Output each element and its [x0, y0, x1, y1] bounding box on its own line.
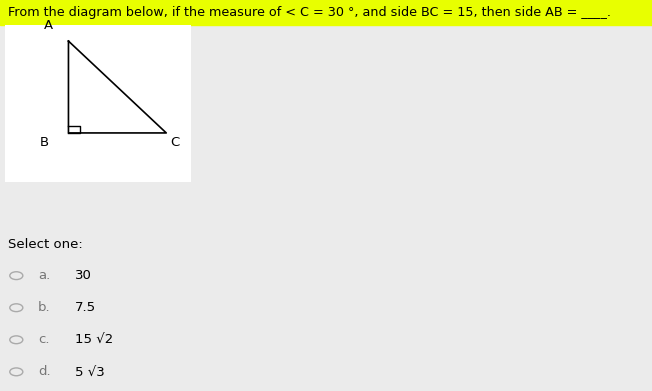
- Text: d.: d.: [38, 365, 50, 378]
- Text: 5 √3: 5 √3: [75, 365, 105, 378]
- Text: B: B: [40, 136, 49, 149]
- Text: Select one:: Select one:: [8, 238, 83, 251]
- Text: C: C: [170, 136, 179, 149]
- Text: 30: 30: [75, 269, 92, 282]
- Text: 15 √2: 15 √2: [75, 333, 113, 346]
- Text: From the diagram below, if the measure of < C = 30 °, and side BC = 15, then sid: From the diagram below, if the measure o…: [8, 6, 611, 19]
- Text: 7.5: 7.5: [75, 301, 96, 314]
- Text: b.: b.: [38, 301, 50, 314]
- Text: A: A: [44, 19, 53, 32]
- Text: c.: c.: [38, 333, 50, 346]
- Text: a.: a.: [38, 269, 50, 282]
- Bar: [0, 0, 652, 25]
- FancyBboxPatch shape: [5, 25, 191, 182]
